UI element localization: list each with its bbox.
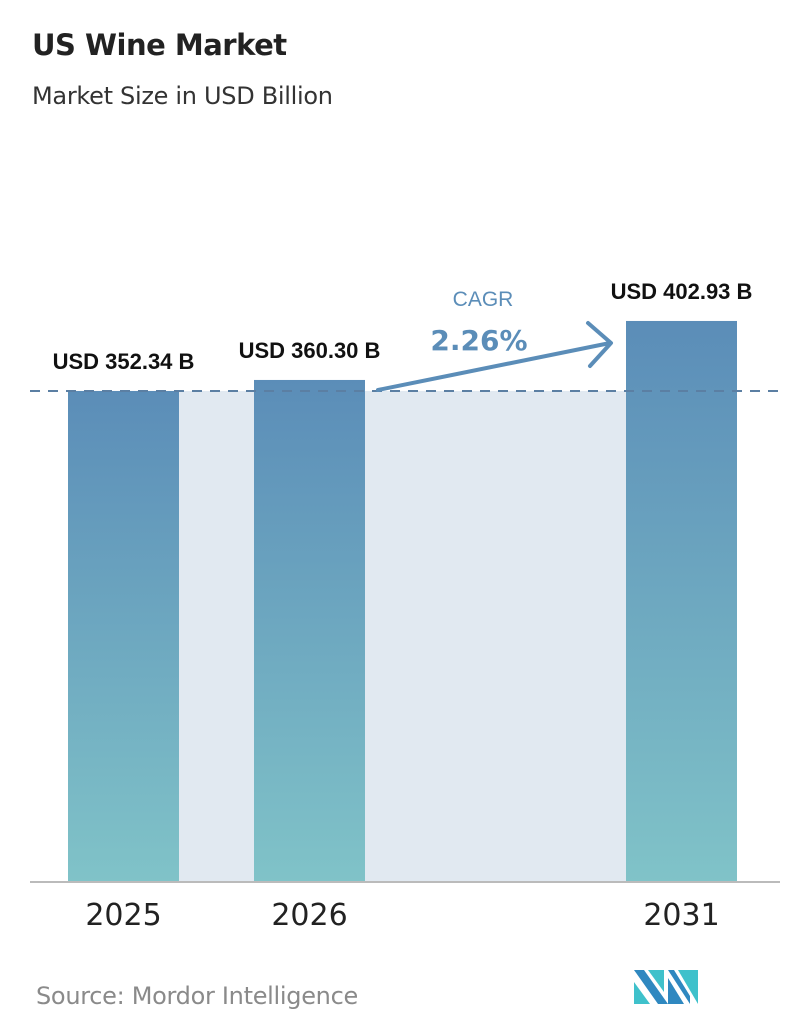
projection-region [179,390,626,882]
bar-2025 [68,390,179,882]
arrow-head-icon [586,321,613,368]
mordor-intelligence-logo [634,970,698,1004]
data-label-2031: USD 402.93 B [611,279,753,304]
chart-subtitle: Market Size in USD Billion [32,82,333,110]
data-label-2026: USD 360.30 B [239,338,381,363]
source-text: Source: Mordor Intelligence [36,982,358,1010]
x-tick-label-2025: 2025 [85,898,161,933]
bar-2031 [626,320,737,882]
cagr-label: CAGR [453,288,514,311]
x-tick-label-2026: 2026 [271,898,347,933]
cagr-value: 2.26% [430,324,527,357]
bar-chart: USD 352.34 B 2025 USD 360.30 B 2026 USD 402.… [30,279,780,933]
x-tick-label-2031: 2031 [643,898,719,933]
cagr-arrow [376,321,613,392]
data-label-2025: USD 352.34 B [53,349,195,374]
bar-2026 [254,379,365,882]
arrow-shaft [376,341,612,392]
chart-title: US Wine Market [32,28,287,62]
